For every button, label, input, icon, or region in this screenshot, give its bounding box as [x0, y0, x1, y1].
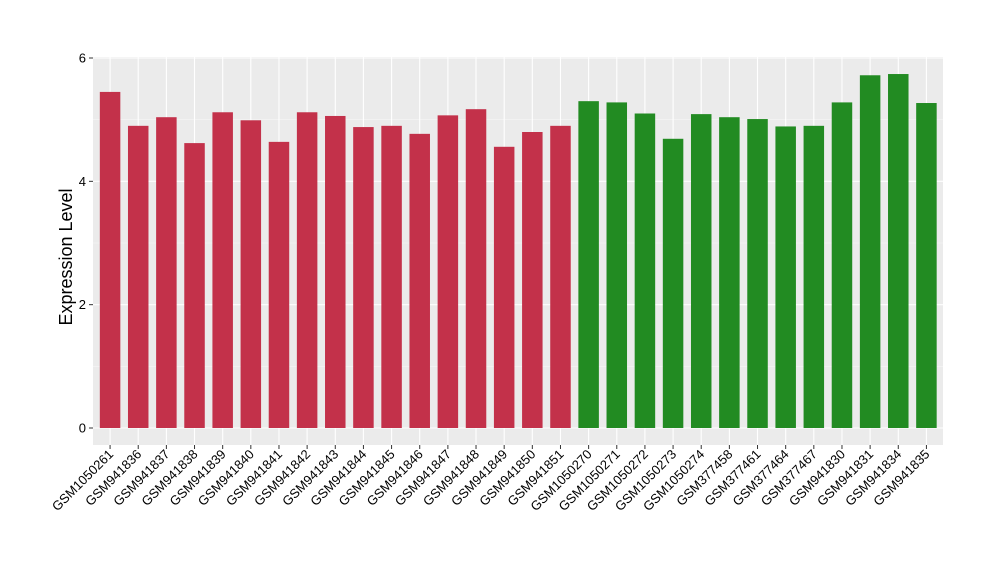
bar-GSM941834	[888, 74, 909, 429]
bar-GSM1050271	[606, 102, 628, 429]
bar-GSM1050272	[634, 113, 656, 428]
bar-GSM941848	[465, 109, 487, 428]
y-tick-label: 2	[79, 297, 86, 312]
bar-GSM941839	[212, 112, 233, 429]
bar-GSM941841	[268, 141, 290, 428]
bar-GSM941846	[409, 133, 430, 428]
bar-GSM377467	[803, 125, 825, 428]
bar-GSM377458	[719, 117, 740, 428]
bar-GSM941835	[916, 103, 937, 429]
bar-GSM377461	[747, 119, 768, 429]
bar-GSM941844	[353, 127, 374, 429]
bar-GSM941850	[522, 132, 543, 428]
bar-GSM941845	[381, 125, 402, 428]
bar-GSM941849	[493, 146, 515, 429]
bar-GSM941837	[156, 117, 177, 428]
bars	[99, 74, 937, 429]
bar-GSM1050273	[662, 138, 684, 429]
bar-GSM377464	[775, 126, 796, 428]
plot-panel	[93, 57, 943, 445]
bar-GSM941851	[550, 125, 571, 428]
bar-GSM941831	[859, 75, 881, 429]
y-tick-label: 0	[79, 421, 86, 436]
bar-GSM1050261	[99, 91, 121, 429]
bar-GSM941843	[325, 115, 346, 428]
bar-GSM941838	[184, 143, 205, 428]
bar-GSM1050270	[578, 101, 599, 429]
bar-GSM941842	[296, 112, 318, 429]
bar-GSM941836	[127, 125, 149, 428]
bar-GSM941830	[831, 102, 853, 429]
y-tick-label: 4	[79, 174, 86, 189]
y-axis: 0 2 4 6	[79, 51, 93, 436]
bar-GSM941847	[437, 115, 459, 428]
y-tick-label: 6	[79, 51, 86, 66]
x-axis: GSM1050261GSM941836GSM941837GSM941838GSM…	[49, 445, 933, 514]
y-axis-title: Expression Level	[56, 188, 76, 325]
bar-GSM1050274	[690, 114, 712, 428]
bar-GSM941840	[240, 120, 262, 429]
